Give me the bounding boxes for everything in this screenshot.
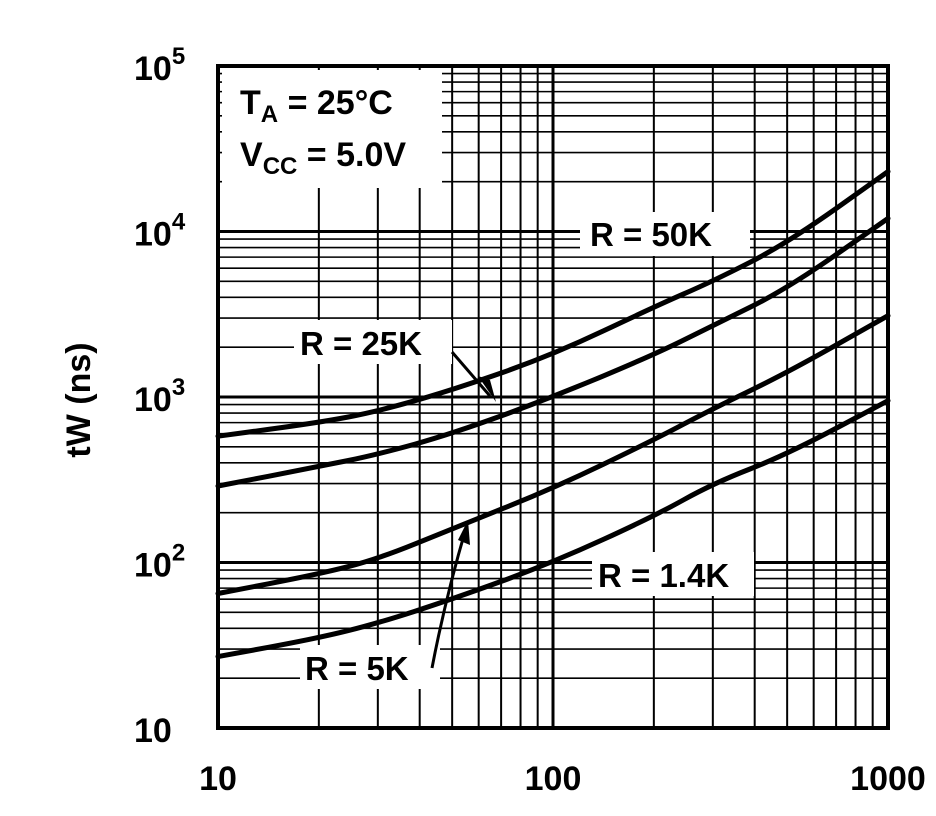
x-axis-ticks: 10 100 1000 (199, 760, 926, 798)
curves (215, 169, 891, 660)
condition-temperature: TA = 25°C (240, 84, 393, 128)
leader-arrowhead-25k (478, 376, 496, 402)
leader-arrowhead-5k (458, 520, 470, 545)
x-tick-label: 10 (199, 760, 237, 798)
y-tick-label: 105 (134, 43, 185, 88)
x-tick-label: 1000 (850, 760, 926, 798)
label-bg-25k (294, 320, 452, 364)
curve-r-5k (215, 313, 891, 596)
label-bg-50k (580, 212, 750, 256)
leader-arrow-5k (430, 527, 468, 669)
conditions-box (222, 70, 442, 188)
curve-r-50k (215, 169, 891, 439)
y-axis-ticks: 105 104 103 102 10 (134, 43, 186, 750)
plot-frame (216, 64, 890, 730)
series-label-25k: R = 25K (300, 325, 422, 362)
y-tick-label: 10 (134, 712, 172, 750)
y-tick-label: 102 (134, 540, 185, 585)
label-bg-5k (300, 645, 440, 689)
series-label-1-4k: R = 1.4K (598, 557, 729, 594)
x-tick-label: 100 (525, 760, 582, 798)
curve-r-1-4k (215, 398, 891, 660)
grid (216, 66, 888, 730)
y-tick-label: 104 (134, 209, 186, 254)
condition-supply-voltage: VCC = 5.0V (240, 136, 406, 180)
series-label-50k: R = 50K (590, 216, 712, 253)
y-tick-label: 103 (134, 374, 185, 419)
y-axis-label: tW (ns) (60, 342, 98, 457)
leader-arrow-25k (450, 351, 492, 397)
label-bg-1-4k (592, 552, 754, 596)
curve-r-25k (215, 215, 891, 489)
series-label-5k: R = 5K (305, 650, 409, 687)
